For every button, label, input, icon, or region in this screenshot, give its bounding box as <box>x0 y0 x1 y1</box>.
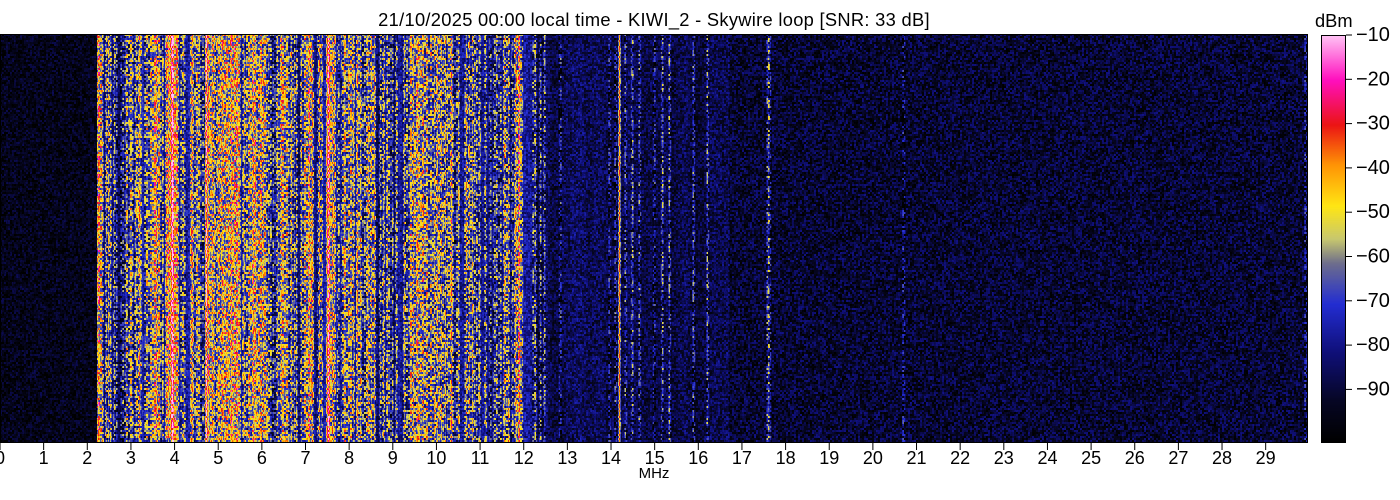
svg-text:29: 29 <box>1256 448 1276 468</box>
svg-text:24: 24 <box>1037 448 1057 468</box>
svg-text:−40: −40 <box>1356 157 1390 179</box>
svg-text:4: 4 <box>170 448 180 468</box>
svg-text:7: 7 <box>301 448 311 468</box>
svg-text:−70: −70 <box>1356 290 1390 312</box>
svg-text:18: 18 <box>776 448 796 468</box>
svg-text:17: 17 <box>732 448 752 468</box>
svg-text:2: 2 <box>82 448 92 468</box>
svg-text:21: 21 <box>907 448 927 468</box>
svg-text:28: 28 <box>1212 448 1232 468</box>
svg-text:10: 10 <box>426 448 446 468</box>
svg-text:26: 26 <box>1125 448 1145 468</box>
svg-text:13: 13 <box>557 448 577 468</box>
svg-text:20: 20 <box>863 448 883 468</box>
svg-text:−30: −30 <box>1356 113 1390 135</box>
svg-text:−80: −80 <box>1356 334 1390 356</box>
svg-text:0: 0 <box>0 448 5 468</box>
svg-text:−90: −90 <box>1356 378 1390 400</box>
svg-text:5: 5 <box>213 448 223 468</box>
svg-text:−20: −20 <box>1356 68 1390 90</box>
svg-text:14: 14 <box>601 448 621 468</box>
svg-text:−60: −60 <box>1356 246 1390 268</box>
svg-text:1: 1 <box>39 448 49 468</box>
svg-text:22: 22 <box>950 448 970 468</box>
svg-text:6: 6 <box>257 448 267 468</box>
svg-text:23: 23 <box>994 448 1014 468</box>
svg-text:19: 19 <box>819 448 839 468</box>
svg-text:3: 3 <box>126 448 136 468</box>
svg-text:16: 16 <box>688 448 708 468</box>
svg-text:−50: −50 <box>1356 201 1390 223</box>
svg-text:11: 11 <box>471 448 490 468</box>
svg-text:−10: −10 <box>1356 24 1390 46</box>
svg-text:9: 9 <box>388 448 398 468</box>
svg-text:15: 15 <box>645 448 665 468</box>
svg-text:27: 27 <box>1168 448 1188 468</box>
svg-text:25: 25 <box>1081 448 1101 468</box>
svg-text:12: 12 <box>514 448 534 468</box>
svg-text:8: 8 <box>344 448 354 468</box>
